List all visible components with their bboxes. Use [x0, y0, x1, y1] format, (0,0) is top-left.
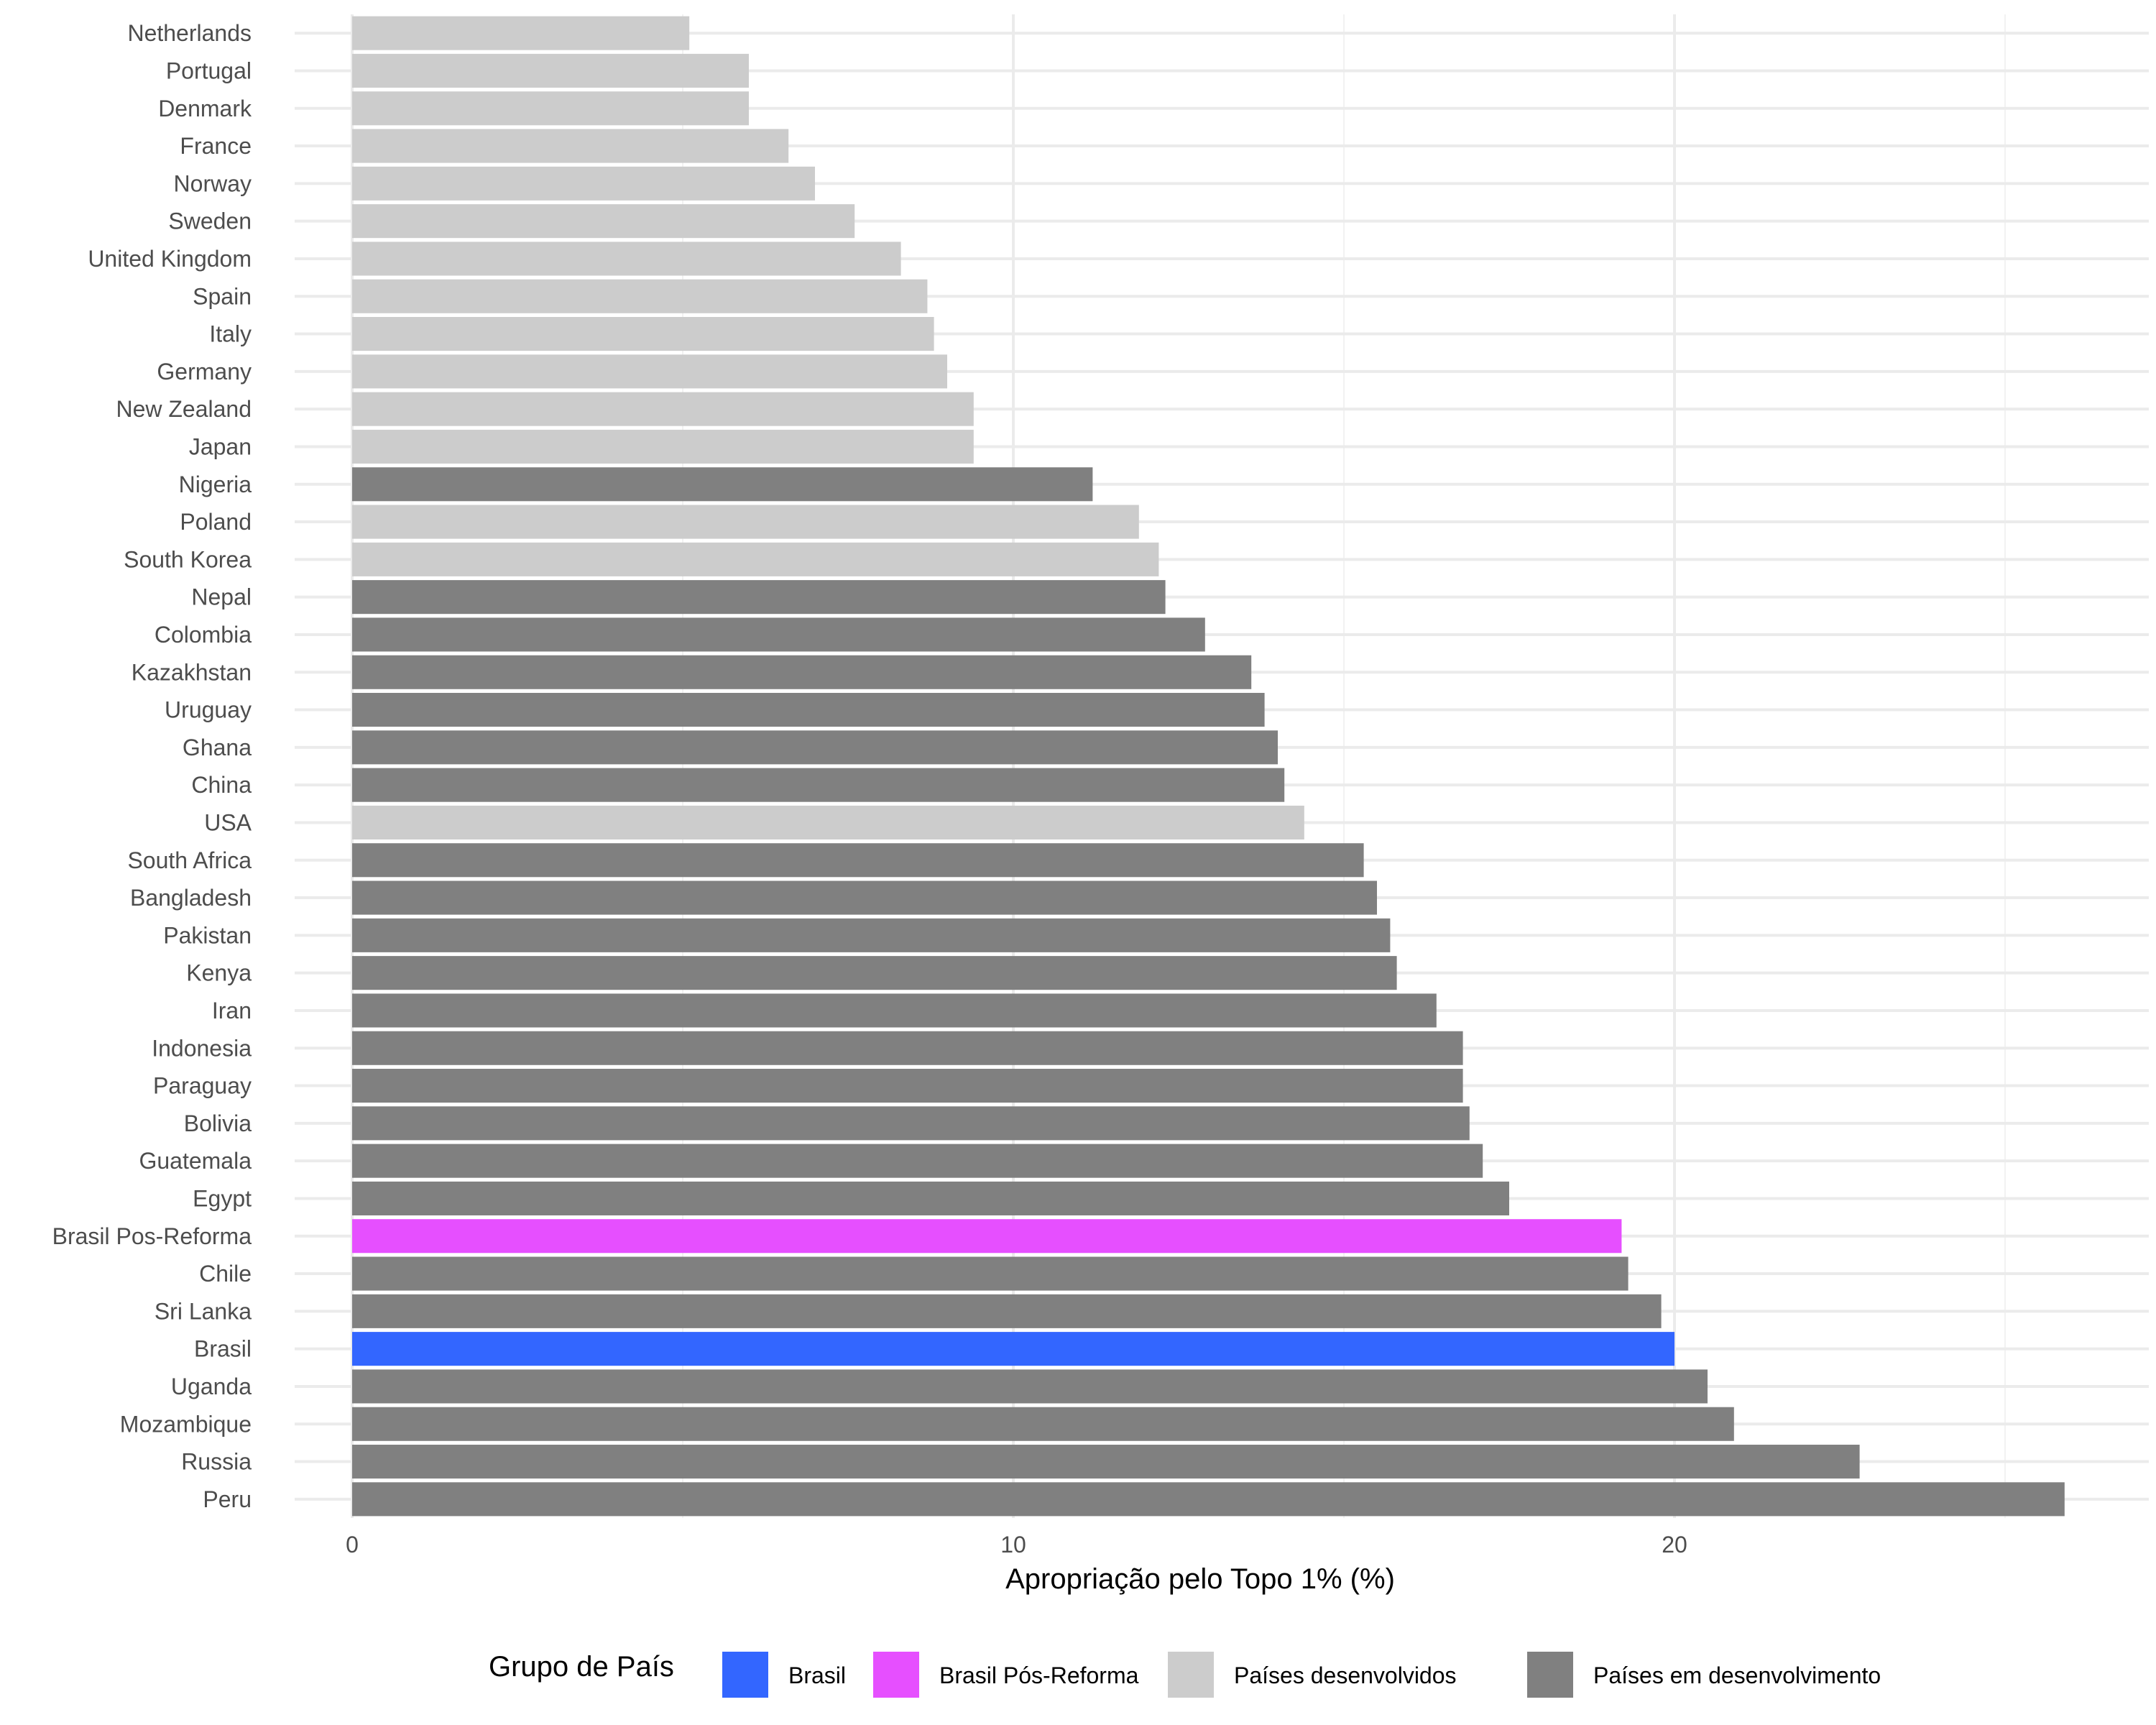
bar	[352, 1407, 1734, 1441]
bar	[352, 429, 974, 464]
x-tick-label: 20	[1662, 1532, 1687, 1558]
bar	[352, 655, 1252, 689]
y-tick-label: Mozambique	[120, 1411, 252, 1437]
bar	[352, 805, 1304, 840]
y-tick-label: Pakistan	[163, 922, 252, 948]
y-tick-label: Sweden	[168, 208, 252, 234]
bar	[352, 1106, 1470, 1141]
y-tick-label: Netherlands	[127, 20, 252, 46]
y-tick-label: USA	[204, 809, 252, 835]
bar	[352, 317, 934, 351]
y-tick-label: Kenya	[186, 960, 252, 986]
grid-lines	[295, 14, 2149, 1518]
y-tick-label: Peru	[203, 1486, 252, 1512]
bar	[352, 166, 815, 201]
bar	[352, 91, 749, 126]
bar	[352, 1181, 1509, 1215]
x-axis-tick-labels: 0 10 20	[346, 1532, 1687, 1558]
legend-key	[1168, 1652, 1214, 1698]
bar	[352, 1031, 1463, 1065]
y-tick-label: Denmark	[158, 96, 252, 121]
bar	[352, 993, 1437, 1028]
bar	[352, 843, 1364, 878]
legend-title: Grupo de País	[489, 1651, 674, 1683]
y-tick-label: Kazakhstan	[132, 659, 252, 685]
y-tick-label: Nigeria	[179, 472, 252, 497]
y-tick-label: Ghana	[183, 735, 252, 760]
bar	[352, 354, 947, 389]
y-tick-label: Paraguay	[153, 1073, 252, 1099]
y-tick-label: Italy	[209, 321, 252, 347]
bar	[352, 580, 1166, 615]
bar	[352, 768, 1285, 802]
x-tick-label: 0	[346, 1532, 359, 1558]
bar	[352, 204, 855, 239]
y-tick-label: Indonesia	[152, 1035, 252, 1061]
y-axis-tick-labels: Netherlands Portugal Denmark France Norway Sw…	[52, 20, 252, 1512]
y-tick-label: United Kingdom	[88, 246, 252, 272]
y-tick-label: Nepal	[191, 584, 252, 610]
y-tick-label: Brasil	[194, 1336, 252, 1362]
legend: Grupo de País Brasil Brasil Pós-Reforma Pa…	[489, 1651, 1881, 1698]
bar	[352, 129, 789, 163]
y-tick-label: Guatemala	[139, 1148, 252, 1174]
y-tick-label: Bangladesh	[130, 885, 252, 911]
bar	[352, 1369, 1708, 1404]
y-tick-label: Portugal	[166, 58, 252, 83]
bar	[352, 956, 1397, 990]
bar	[352, 242, 901, 276]
y-tick-label: New Zealand	[116, 396, 252, 422]
bar	[352, 53, 749, 88]
bars	[352, 16, 2065, 1517]
x-axis-title: Apropriação pelo Topo 1% (%)	[1005, 1563, 1395, 1595]
y-tick-label: France	[180, 133, 252, 159]
bar	[352, 542, 1159, 576]
y-tick-label: Germany	[157, 359, 252, 385]
y-tick-label: Russia	[181, 1449, 252, 1475]
legend-label: Países em desenvolvimento	[1593, 1662, 1881, 1688]
bar	[352, 1219, 1622, 1254]
x-tick-label: 10	[1000, 1532, 1026, 1558]
legend-key	[722, 1652, 768, 1698]
bar	[352, 1445, 1860, 1479]
bar	[352, 1069, 1463, 1103]
legend-label: Brasil Pós-Reforma	[939, 1662, 1139, 1688]
y-tick-label: Spain	[193, 283, 252, 309]
y-tick-label: South Africa	[127, 847, 252, 873]
bar	[352, 392, 974, 426]
y-tick-label: Chile	[199, 1261, 252, 1287]
y-tick-label: Uruguay	[165, 697, 252, 723]
y-tick-label: Uganda	[171, 1374, 252, 1399]
bar	[352, 467, 1093, 502]
bar	[352, 617, 1205, 652]
y-tick-label: Japan	[189, 433, 252, 459]
bar	[352, 16, 690, 50]
bar	[352, 693, 1265, 727]
legend-label: Países desenvolvidos	[1234, 1662, 1457, 1688]
y-tick-label: China	[191, 772, 252, 798]
bar	[352, 1256, 1628, 1291]
legend-label: Brasil	[788, 1662, 846, 1688]
y-tick-label: Iran	[212, 998, 252, 1024]
bar	[352, 730, 1278, 765]
bar	[352, 1144, 1483, 1178]
y-tick-label: Egypt	[193, 1185, 252, 1211]
y-tick-label: Poland	[180, 509, 252, 535]
bar	[352, 918, 1391, 952]
legend-key	[1527, 1652, 1573, 1698]
y-tick-label: Sri Lanka	[155, 1298, 252, 1324]
bar	[352, 1482, 2065, 1517]
bar	[352, 279, 928, 313]
legend-key	[873, 1652, 919, 1698]
y-tick-label: Norway	[174, 170, 252, 196]
bar	[352, 880, 1377, 915]
y-tick-label: South Korea	[124, 546, 252, 572]
y-tick-label: Bolivia	[184, 1110, 252, 1136]
bar	[352, 505, 1139, 539]
bar	[352, 1294, 1662, 1328]
bar	[352, 1332, 1674, 1366]
y-tick-label: Colombia	[155, 622, 252, 648]
y-tick-label: Brasil Pos-Reforma	[52, 1223, 252, 1249]
